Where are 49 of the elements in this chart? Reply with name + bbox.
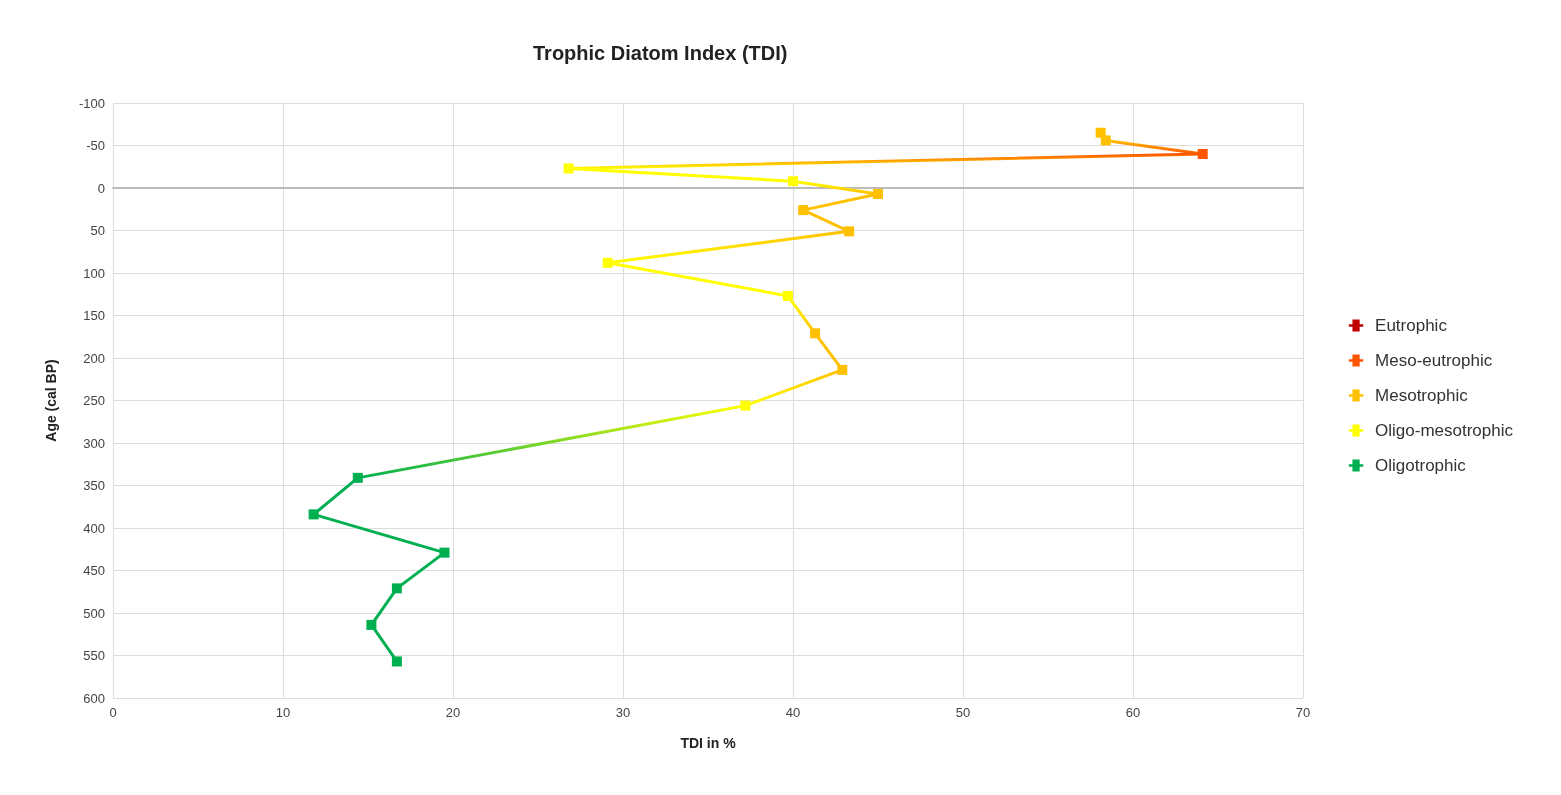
legend-label: Eutrophic xyxy=(1375,316,1448,335)
x-tick-label: 0 xyxy=(109,705,117,720)
y-tick-label: 600 xyxy=(83,690,105,706)
y-tick-label: 50 xyxy=(90,223,105,238)
y-tick-label: 500 xyxy=(83,605,105,621)
legend-label: Oligotrophic xyxy=(1375,456,1467,475)
y-tick-label: 300 xyxy=(83,435,105,451)
y-tick-label: 400 xyxy=(83,520,105,536)
x-axis-title: TDI in % xyxy=(680,735,737,751)
point xyxy=(563,163,574,174)
x-tick-label: 50 xyxy=(955,705,971,720)
y-tick-label: 200 xyxy=(83,350,105,366)
point xyxy=(308,509,319,520)
point xyxy=(810,328,821,339)
legend-label: Oligo-mesotrophic xyxy=(1375,421,1514,440)
point xyxy=(439,547,450,558)
y-tick-label: 100 xyxy=(83,265,105,281)
x-tick-label: 60 xyxy=(1125,705,1141,720)
point xyxy=(352,472,363,483)
x-tick-label: 20 xyxy=(445,705,461,720)
point xyxy=(873,188,883,199)
point xyxy=(740,400,751,411)
point xyxy=(798,205,809,216)
y-tick-label: -100 xyxy=(78,95,105,111)
point xyxy=(788,176,798,187)
point xyxy=(391,583,402,594)
point xyxy=(1100,135,1111,146)
point xyxy=(844,226,855,237)
x-tick-label: 10 xyxy=(275,705,291,720)
chart-title: Trophic Diatom Index (TDI) xyxy=(533,42,788,64)
point xyxy=(1197,149,1208,159)
x-tick-label: 70 xyxy=(1295,705,1311,720)
point xyxy=(602,257,613,268)
x-tick-label: 30 xyxy=(615,705,631,720)
legend-label: Meso-eutrophic xyxy=(1375,351,1493,370)
y-tick-label: -50 xyxy=(86,138,105,153)
point xyxy=(782,290,793,301)
x-tick-label: 40 xyxy=(785,705,801,720)
y-tick-label: 450 xyxy=(83,563,105,578)
point xyxy=(366,619,377,630)
legend-label: Mesotrophic xyxy=(1375,386,1469,405)
y-tick-label: 150 xyxy=(83,308,105,323)
point xyxy=(837,364,848,375)
y-tick-label: 0 xyxy=(97,180,105,196)
y-tick-label: 550 xyxy=(83,648,105,663)
y-axis-title: Age (cal BP) xyxy=(43,359,59,442)
y-tick-label: 350 xyxy=(83,478,105,493)
y-tick-label: 250 xyxy=(83,393,105,408)
point xyxy=(391,656,402,667)
